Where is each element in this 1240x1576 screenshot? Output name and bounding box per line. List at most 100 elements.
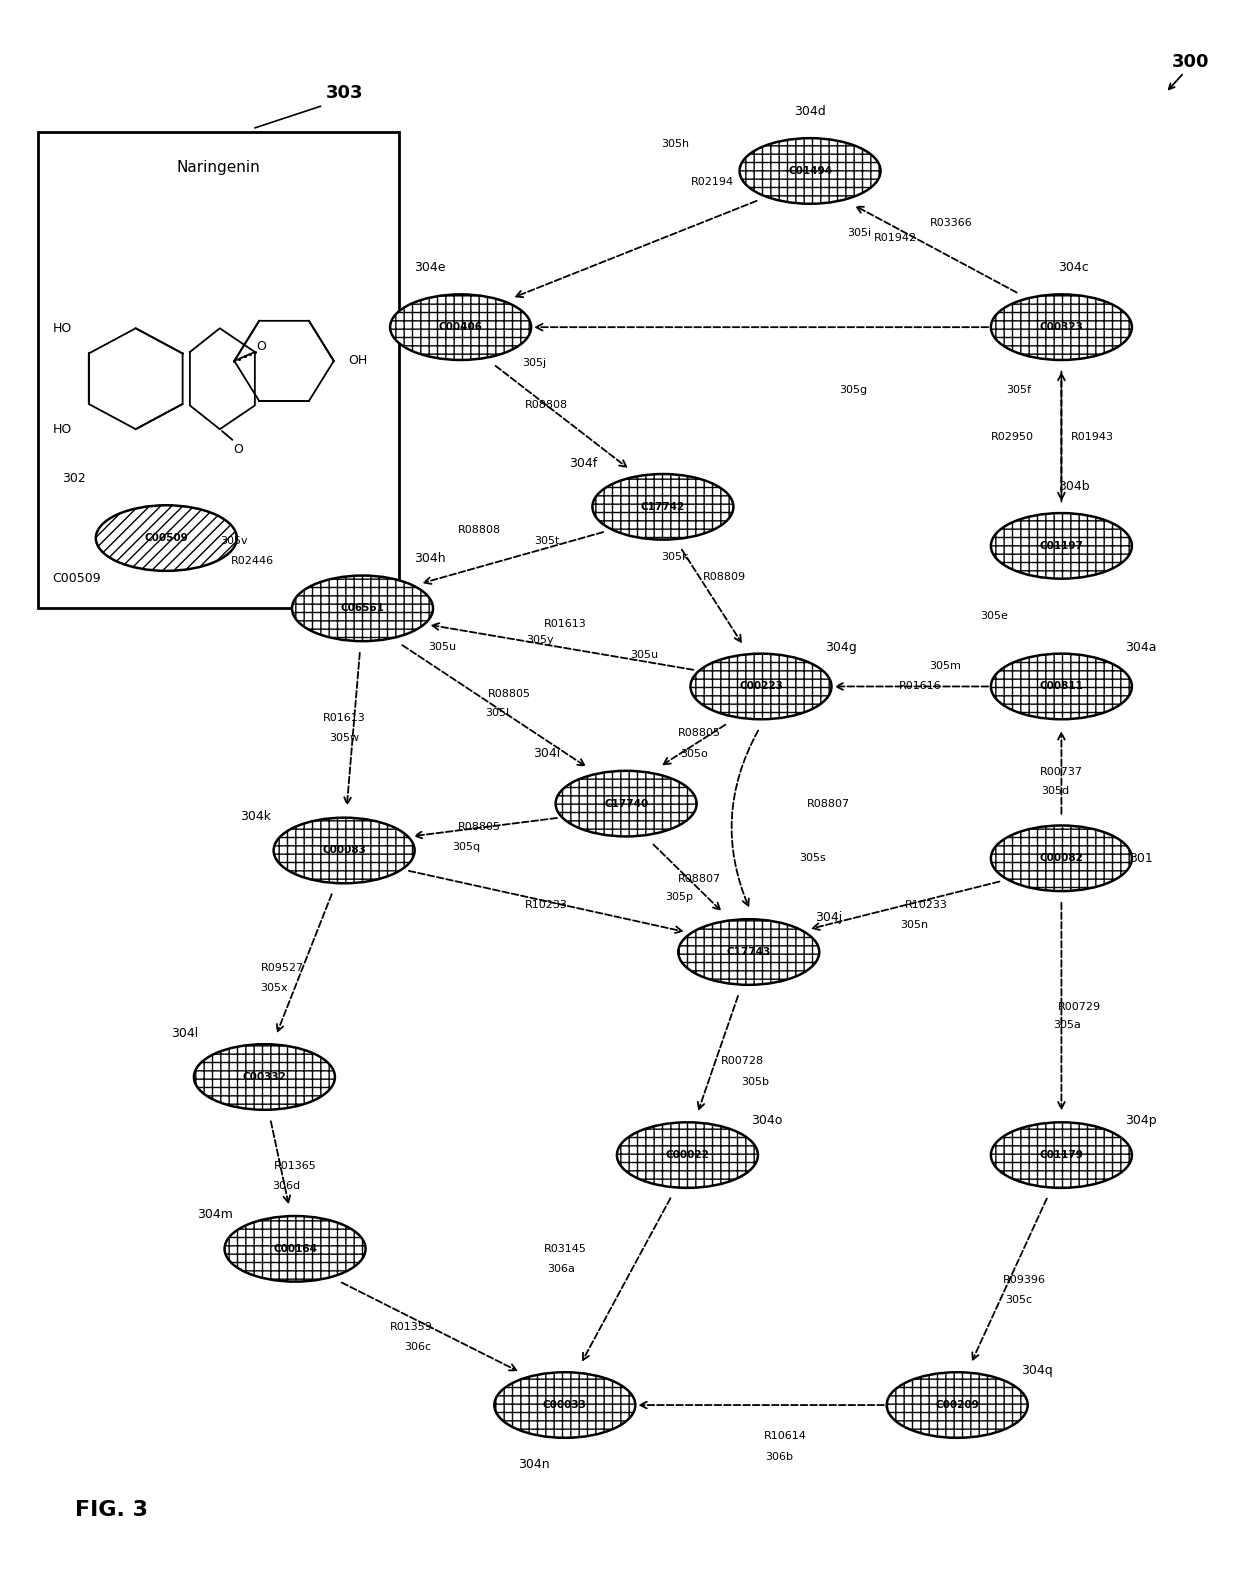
Text: R01613: R01613 (322, 712, 366, 723)
Text: C00406: C00406 (439, 322, 482, 333)
Text: 305j: 305j (522, 358, 547, 369)
Text: R00737: R00737 (1040, 768, 1083, 777)
Text: 305b: 305b (740, 1076, 769, 1087)
Text: R01943: R01943 (1070, 432, 1114, 441)
Text: O: O (233, 443, 243, 455)
Text: C06561: C06561 (341, 604, 384, 613)
Text: R00728: R00728 (720, 1056, 764, 1067)
Text: 304k: 304k (241, 810, 272, 823)
Text: R10614: R10614 (764, 1431, 807, 1442)
Text: 304l: 304l (171, 1026, 198, 1040)
Text: 306c: 306c (404, 1343, 432, 1352)
Ellipse shape (991, 826, 1132, 890)
Text: C00083: C00083 (322, 845, 366, 856)
Text: 305y: 305y (527, 635, 554, 645)
Ellipse shape (274, 818, 414, 883)
Text: 305e: 305e (980, 611, 1008, 621)
Text: 304e: 304e (414, 262, 445, 274)
Ellipse shape (739, 139, 880, 203)
Text: 305n: 305n (900, 920, 929, 930)
Ellipse shape (691, 654, 832, 719)
Text: 305g: 305g (839, 385, 867, 394)
Text: 305h: 305h (661, 139, 689, 150)
Text: Naringenin: Naringenin (176, 161, 260, 175)
Text: R08805: R08805 (678, 728, 722, 738)
Ellipse shape (291, 575, 433, 641)
Text: 305c: 305c (1004, 1295, 1032, 1305)
Text: 304q: 304q (1021, 1365, 1053, 1377)
Text: 304d: 304d (794, 106, 826, 118)
Text: R03145: R03145 (543, 1243, 587, 1254)
Ellipse shape (991, 654, 1132, 719)
Text: C00223: C00223 (739, 681, 782, 692)
Ellipse shape (495, 1373, 635, 1437)
Ellipse shape (95, 506, 237, 571)
Text: C01197: C01197 (1039, 541, 1084, 552)
Text: C00164: C00164 (273, 1243, 317, 1254)
Text: R08805: R08805 (458, 823, 501, 832)
Text: R09527: R09527 (262, 963, 304, 972)
Text: C00209: C00209 (935, 1399, 980, 1411)
Text: 305t: 305t (533, 536, 559, 547)
Text: R01365: R01365 (274, 1162, 316, 1171)
Text: C00811: C00811 (1039, 681, 1084, 692)
Text: R10233: R10233 (525, 900, 568, 911)
Text: 305w: 305w (329, 733, 360, 742)
Text: 305u: 305u (428, 643, 456, 652)
Text: C17743: C17743 (727, 947, 771, 957)
Text: R01613: R01613 (543, 619, 587, 629)
Text: R08805: R08805 (489, 689, 531, 700)
Ellipse shape (193, 1045, 335, 1110)
Ellipse shape (618, 1122, 758, 1188)
Text: 303: 303 (325, 84, 363, 102)
Text: 304o: 304o (751, 1114, 782, 1127)
Text: 304p: 304p (1125, 1114, 1157, 1127)
Text: R08807: R08807 (807, 799, 849, 808)
Text: R01942: R01942 (874, 233, 918, 243)
Text: 306d: 306d (273, 1182, 300, 1191)
Text: 306b: 306b (765, 1451, 794, 1461)
Text: 305o: 305o (680, 749, 708, 758)
Ellipse shape (991, 295, 1132, 359)
Text: C00082: C00082 (1039, 853, 1084, 864)
Text: 304b: 304b (1058, 481, 1090, 493)
Text: 304i: 304i (533, 747, 560, 760)
Text: R10233: R10233 (905, 900, 947, 911)
Text: 305p: 305p (665, 892, 693, 903)
Ellipse shape (593, 474, 733, 539)
Text: 305q: 305q (453, 842, 481, 853)
Text: R02194: R02194 (691, 177, 734, 188)
Text: R08808: R08808 (525, 400, 568, 410)
Text: 304j: 304j (815, 911, 842, 924)
Text: 304h: 304h (414, 552, 445, 564)
Text: C00323: C00323 (1039, 322, 1084, 333)
FancyBboxPatch shape (37, 132, 399, 608)
Text: R01359: R01359 (391, 1322, 433, 1332)
Text: 304f: 304f (569, 457, 598, 470)
Text: R02950: R02950 (991, 432, 1034, 441)
Text: R08809: R08809 (703, 572, 745, 582)
Text: 305l: 305l (485, 708, 510, 719)
Text: C00332: C00332 (243, 1072, 286, 1083)
Text: C00033: C00033 (543, 1399, 587, 1411)
Text: C17742: C17742 (641, 501, 684, 512)
Text: 304a: 304a (1126, 641, 1157, 654)
Text: 305d: 305d (1042, 786, 1069, 796)
Text: C01494: C01494 (789, 165, 832, 177)
Text: 305m: 305m (929, 662, 961, 671)
Text: FIG. 3: FIG. 3 (74, 1500, 148, 1519)
Text: 305i: 305i (847, 229, 872, 238)
Text: R09396: R09396 (1003, 1275, 1047, 1284)
Text: 305a: 305a (1054, 1020, 1081, 1031)
Text: C00509: C00509 (145, 533, 188, 544)
Ellipse shape (556, 771, 697, 837)
Text: 302: 302 (62, 473, 87, 485)
Text: OH: OH (348, 355, 368, 367)
Ellipse shape (391, 295, 531, 359)
Ellipse shape (678, 919, 820, 985)
Text: 304n: 304n (518, 1458, 551, 1470)
Text: 305k: 305k (661, 552, 689, 561)
Ellipse shape (887, 1373, 1028, 1437)
Text: R08808: R08808 (458, 525, 501, 536)
Text: C00022: C00022 (666, 1150, 709, 1160)
